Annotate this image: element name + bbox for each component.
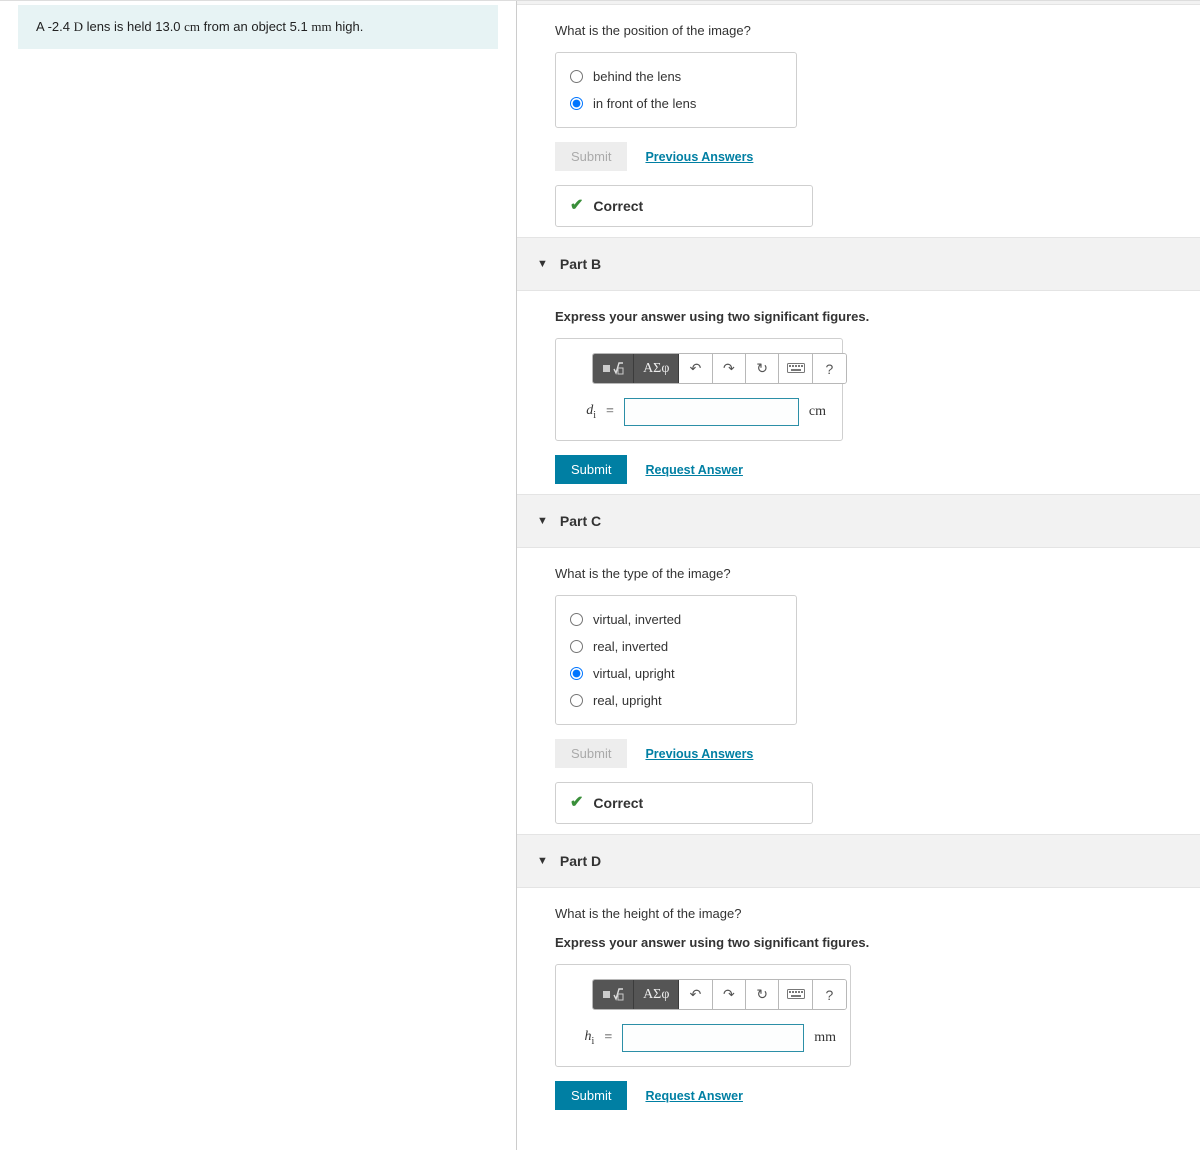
part-b-title: Part B xyxy=(560,256,601,272)
choice-label: virtual, upright xyxy=(593,666,675,681)
choice-real-upright[interactable]: real, upright xyxy=(570,687,782,714)
q-text-3: from an object 5.1 xyxy=(200,19,311,34)
choice-label: virtual, inverted xyxy=(593,612,681,627)
check-icon: ✔ xyxy=(570,198,583,214)
submit-button[interactable]: Submit xyxy=(555,1081,627,1110)
reset-icon[interactable]: ↻ xyxy=(746,353,779,384)
part-c-choices: virtual, inverted real, inverted virtual… xyxy=(555,595,797,725)
chevron-down-icon: ▼ xyxy=(537,515,548,527)
check-icon: ✔ xyxy=(570,795,583,811)
part-c-question: What is the type of the image? xyxy=(555,566,1200,581)
keyboard-icon[interactable] xyxy=(779,979,812,1010)
q-unit-3: mm xyxy=(311,19,331,34)
undo-icon[interactable]: ↶ xyxy=(679,353,712,384)
right-column: What is the position of the image? behin… xyxy=(517,1,1200,1150)
help-icon[interactable]: ? xyxy=(813,979,846,1010)
part-b-answer-panel: ΑΣφ ↶ ↷ ↻ ? di = xyxy=(555,338,843,441)
previous-answers-link[interactable]: Previous Answers xyxy=(645,747,753,761)
redo-icon[interactable]: ↷ xyxy=(713,353,746,384)
part-c-buttons: Submit Previous Answers xyxy=(555,739,1200,768)
keyboard-svg xyxy=(787,989,805,1001)
part-d-body: What is the height of the image? Express… xyxy=(517,888,1200,1120)
part-b-instruction: Express your answer using two significan… xyxy=(555,309,1200,324)
choice-real-inverted[interactable]: real, inverted xyxy=(570,633,782,660)
fraction-sqrt-icon xyxy=(602,987,624,1003)
request-answer-link[interactable]: Request Answer xyxy=(645,1089,742,1103)
q-unit-2: cm xyxy=(184,19,200,34)
help-icon[interactable]: ? xyxy=(813,353,846,384)
part-c-feedback: ✔ Correct xyxy=(555,782,813,824)
request-answer-link[interactable]: Request Answer xyxy=(645,463,742,477)
answer-input[interactable] xyxy=(622,1024,804,1052)
part-a-question: What is the position of the image? xyxy=(555,23,1200,38)
choice-virtual-inverted[interactable]: virtual, inverted xyxy=(570,606,782,633)
radio-in-front-lens[interactable] xyxy=(570,97,583,110)
equals-sign: = xyxy=(606,404,614,420)
variable-label: hi xyxy=(570,1029,594,1047)
radio-virtual-inverted[interactable] xyxy=(570,613,583,626)
problem-statement: A -2.4 D lens is held 13.0 cm from an ob… xyxy=(18,5,498,49)
equation-toolbar: ΑΣφ ↶ ↷ ↻ ? xyxy=(592,353,847,384)
fraction-sqrt-icon xyxy=(602,361,624,377)
template-icon[interactable] xyxy=(593,979,634,1010)
radio-real-upright[interactable] xyxy=(570,694,583,707)
equals-sign: = xyxy=(604,1030,612,1046)
feedback-text: Correct xyxy=(593,198,643,214)
unit-label: mm xyxy=(814,1030,836,1046)
part-a-buttons: Submit Previous Answers xyxy=(555,142,1200,171)
part-b-header[interactable]: ▼ Part B xyxy=(517,237,1200,291)
undo-icon[interactable]: ↶ xyxy=(679,979,712,1010)
previous-answers-link[interactable]: Previous Answers xyxy=(645,150,753,164)
part-b-buttons: Submit Request Answer xyxy=(555,455,1200,484)
choice-label: behind the lens xyxy=(593,69,681,84)
feedback-text: Correct xyxy=(593,795,643,811)
equation-toolbar: ΑΣφ ↶ ↷ ↻ ? xyxy=(592,979,847,1010)
part-d-answer-panel: ΑΣφ ↶ ↷ ↻ ? hi = xyxy=(555,964,851,1067)
radio-behind-lens[interactable] xyxy=(570,70,583,83)
submit-button[interactable]: Submit xyxy=(555,142,627,171)
q-text-1: A -2.4 xyxy=(36,19,74,34)
q-text-2: lens is held 13.0 xyxy=(83,19,184,34)
part-b-input-row: di = cm xyxy=(570,398,828,426)
choice-label: in front of the lens xyxy=(593,96,696,111)
keyboard-icon[interactable] xyxy=(779,353,812,384)
part-d-input-row: hi = mm xyxy=(570,1024,836,1052)
part-a-feedback: ✔ Correct xyxy=(555,185,813,227)
answer-input[interactable] xyxy=(624,398,799,426)
part-d-title: Part D xyxy=(560,853,601,869)
part-d-question: What is the height of the image? xyxy=(555,906,1200,921)
main-container: A -2.4 D lens is held 13.0 cm from an ob… xyxy=(0,0,1200,1150)
chevron-down-icon: ▼ xyxy=(537,258,548,270)
unit-label: cm xyxy=(809,404,826,420)
template-icon[interactable] xyxy=(593,353,634,384)
variable-label: di xyxy=(570,403,596,421)
q-unit-1: D xyxy=(74,19,83,34)
radio-real-inverted[interactable] xyxy=(570,640,583,653)
submit-button[interactable]: Submit xyxy=(555,455,627,484)
chevron-down-icon: ▼ xyxy=(537,855,548,867)
keyboard-svg xyxy=(787,363,805,375)
submit-button[interactable]: Submit xyxy=(555,739,627,768)
part-c-header[interactable]: ▼ Part C xyxy=(517,494,1200,548)
part-a-choices: behind the lens in front of the lens xyxy=(555,52,797,128)
part-c-body: What is the type of the image? virtual, … xyxy=(517,548,1200,834)
choice-label: real, upright xyxy=(593,693,662,708)
part-c-title: Part C xyxy=(560,513,601,529)
part-b-body: Express your answer using two significan… xyxy=(517,291,1200,494)
redo-icon[interactable]: ↷ xyxy=(713,979,746,1010)
part-d-instruction: Express your answer using two significan… xyxy=(555,935,1200,950)
greek-icon[interactable]: ΑΣφ xyxy=(634,353,679,384)
choice-behind-lens[interactable]: behind the lens xyxy=(570,63,782,90)
part-d-buttons: Submit Request Answer xyxy=(555,1081,1200,1110)
choice-in-front-lens[interactable]: in front of the lens xyxy=(570,90,782,117)
radio-virtual-upright[interactable] xyxy=(570,667,583,680)
choice-label: real, inverted xyxy=(593,639,668,654)
left-column: A -2.4 D lens is held 13.0 cm from an ob… xyxy=(0,1,517,1150)
reset-icon[interactable]: ↻ xyxy=(746,979,779,1010)
q-text-4: high. xyxy=(332,19,364,34)
choice-virtual-upright[interactable]: virtual, upright xyxy=(570,660,782,687)
part-a-body: What is the position of the image? behin… xyxy=(517,5,1200,237)
part-d-header[interactable]: ▼ Part D xyxy=(517,834,1200,888)
greek-icon[interactable]: ΑΣφ xyxy=(634,979,679,1010)
